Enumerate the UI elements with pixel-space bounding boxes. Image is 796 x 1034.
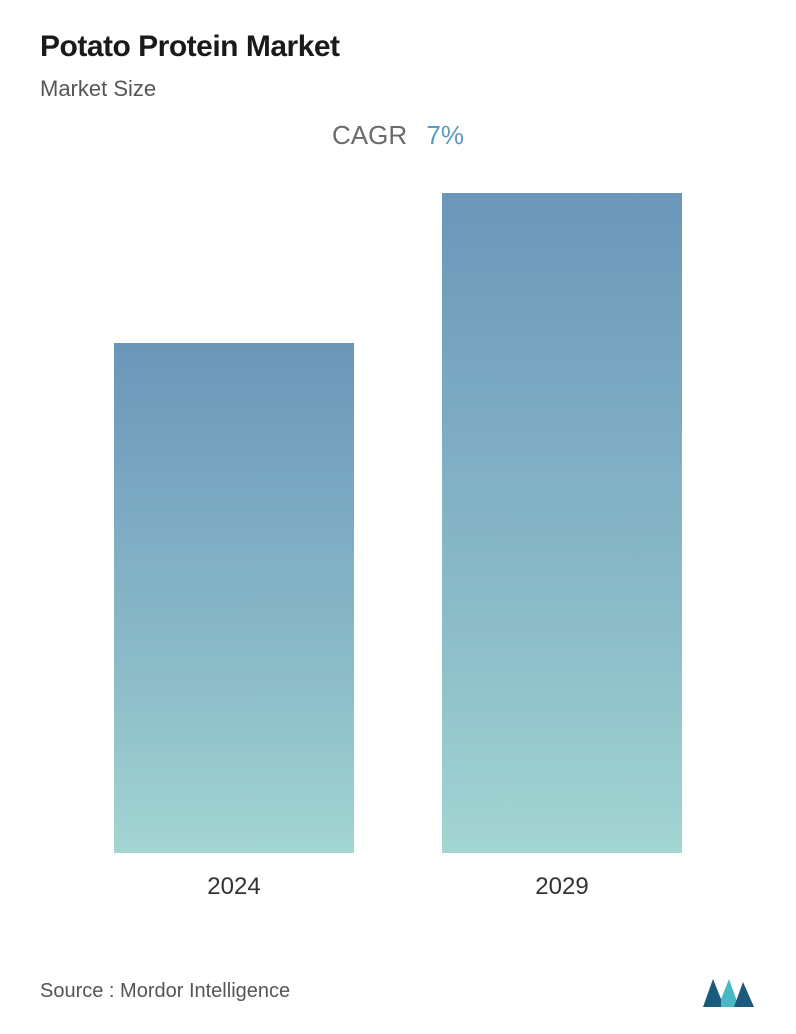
bar-0: [114, 343, 354, 853]
chart-area: 2024 2029: [40, 201, 756, 901]
chart-title: Potato Protein Market: [40, 30, 756, 64]
bar-label-1: 2029: [535, 873, 588, 901]
cagr-label: CAGR: [332, 120, 407, 150]
chart-subtitle: Market Size: [40, 76, 756, 102]
bar-1: [442, 193, 682, 853]
bar-group-1: 2029: [422, 193, 702, 901]
cagr-value: 7%: [426, 120, 464, 150]
source-text: Source : Mordor Intelligence: [40, 980, 290, 1003]
footer: Source : Mordor Intelligence: [40, 974, 756, 1009]
bar-group-0: 2024: [94, 343, 374, 901]
mordor-logo-icon: [701, 974, 756, 1009]
cagr-row: CAGR 7%: [40, 120, 756, 151]
bar-label-0: 2024: [207, 873, 260, 901]
